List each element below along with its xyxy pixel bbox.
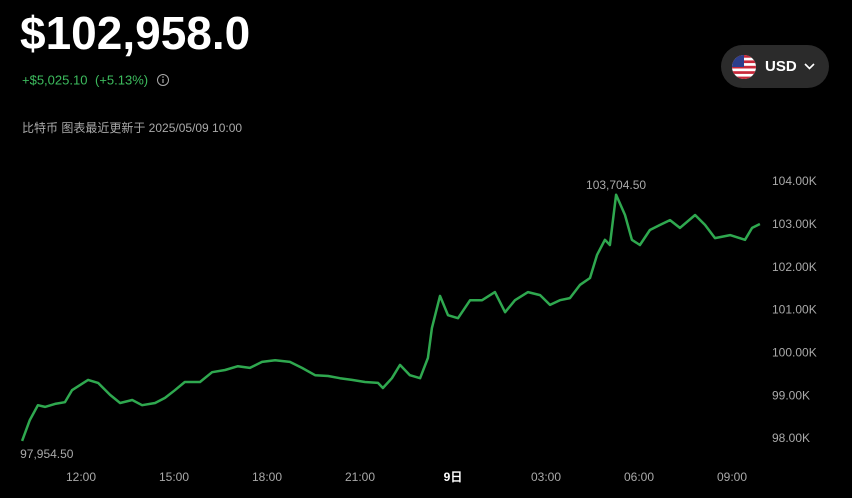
info-icon[interactable] bbox=[157, 74, 169, 86]
y-tick-label: 98.00K bbox=[772, 431, 810, 445]
x-tick-label: 18:00 bbox=[252, 470, 282, 484]
updated-note: 比特币 图表最近更新于 2025/05/09 10:00 bbox=[22, 120, 242, 135]
y-tick-label: 102.00K bbox=[772, 260, 817, 274]
extreme-label: 97,954.50 bbox=[20, 447, 74, 461]
price-change: +$5,025.10 bbox=[22, 72, 87, 87]
extreme-label: 103,704.50 bbox=[586, 178, 646, 192]
currency-button[interactable]: USD bbox=[721, 45, 829, 88]
y-tick-label: 99.00K bbox=[772, 388, 810, 402]
flag bbox=[732, 55, 756, 79]
y-tick-label: 103.00K bbox=[772, 217, 817, 231]
x-tick-label: 06:00 bbox=[624, 470, 654, 484]
price-change-pct: (+5.13%) bbox=[95, 72, 148, 87]
y-tick-label: 104.00K bbox=[772, 174, 817, 188]
x-tick-label: 03:00 bbox=[531, 470, 561, 484]
x-tick-label: 15:00 bbox=[159, 470, 189, 484]
x-tick-label: 9日 bbox=[444, 470, 463, 484]
price: $102,958.0 bbox=[20, 7, 250, 59]
y-tick-label: 101.00K bbox=[772, 303, 817, 317]
x-tick-label: 21:00 bbox=[345, 470, 375, 484]
currency-label: USD bbox=[765, 58, 797, 75]
x-tick-label: 12:00 bbox=[66, 470, 96, 484]
y-tick-label: 100.00K bbox=[772, 346, 817, 360]
x-tick-label: 09:00 bbox=[717, 470, 747, 484]
price-line bbox=[20, 193, 761, 442]
